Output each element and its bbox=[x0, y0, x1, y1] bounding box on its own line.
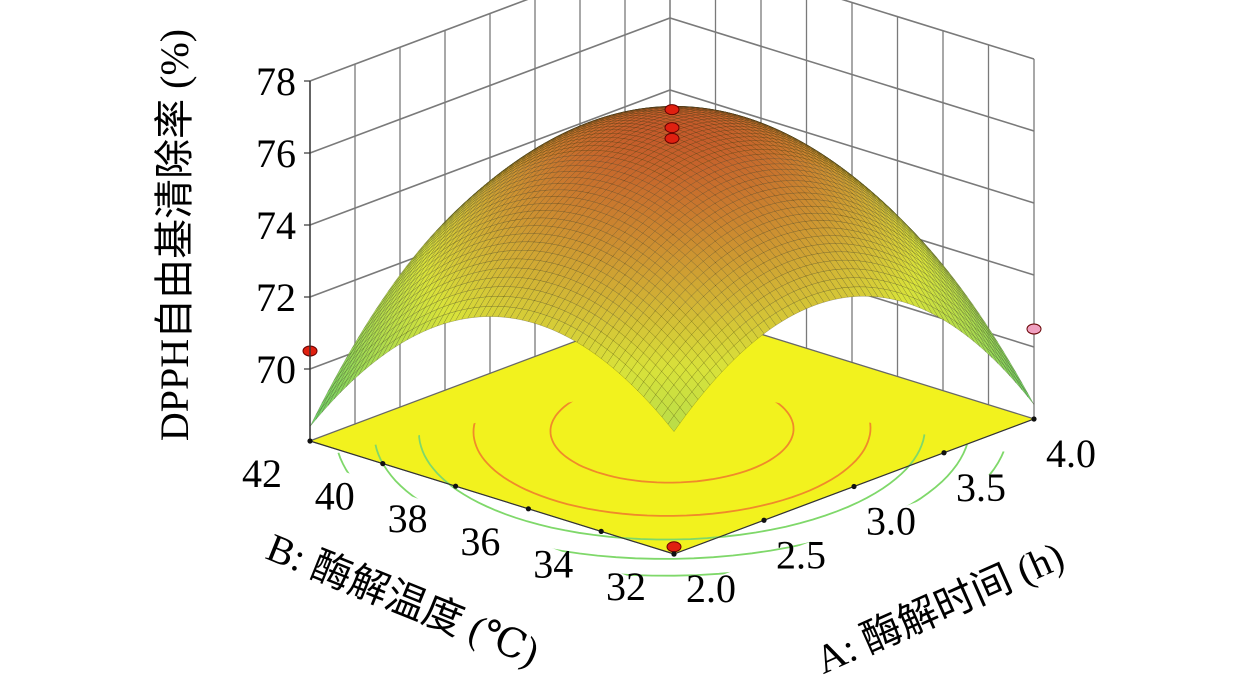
x-tick-mark bbox=[761, 517, 767, 523]
response-surface bbox=[309, 106, 1035, 432]
x-tick-mark bbox=[941, 450, 947, 456]
x-tick-mark bbox=[851, 483, 857, 490]
z-tick-label: 76 bbox=[256, 131, 296, 176]
wall-gridline bbox=[309, 0, 1035, 82]
y-tick-label: 40 bbox=[315, 474, 355, 519]
y-tick-mark bbox=[525, 506, 532, 512]
z-tick-label: 72 bbox=[256, 275, 296, 320]
contour-line bbox=[418, 380, 926, 541]
y-tick-mark bbox=[598, 528, 604, 535]
x-tick-mark bbox=[1031, 416, 1037, 422]
design-point bbox=[664, 104, 680, 116]
y-tick-mark bbox=[453, 483, 459, 489]
axes: 2.0 2.5 3.0 3.5 4.0 32 34 36 38 40 42 70 72 74 76 78 bbox=[242, 59, 1096, 611]
y-tick-label: 38 bbox=[388, 496, 428, 541]
z-axis-label: DPPH自由基清除率 (%) bbox=[152, 29, 197, 441]
y-axis-line bbox=[309, 440, 675, 555]
z-tick-label: 74 bbox=[256, 203, 296, 248]
x-axis-label: A: 酶解时间 (h) bbox=[809, 533, 1071, 683]
design-point bbox=[664, 122, 680, 134]
x-tick-label: 3.0 bbox=[866, 499, 916, 544]
contour-line bbox=[472, 380, 872, 517]
x-tick-label: 3.5 bbox=[956, 465, 1006, 510]
y-tick-label: 36 bbox=[460, 519, 500, 564]
y-tick-mark bbox=[671, 551, 677, 557]
x-tick-label: 2.0 bbox=[686, 566, 736, 611]
y-tick-mark bbox=[380, 461, 386, 467]
z-tick-label: 70 bbox=[256, 347, 296, 392]
design-point bbox=[1026, 323, 1042, 335]
y-tick-label: 42 bbox=[242, 451, 282, 496]
y-axis-label: B: 酶解温度 (℃) bbox=[261, 524, 546, 674]
y-tick-label: 34 bbox=[533, 541, 573, 586]
design-point bbox=[664, 132, 680, 144]
x-tick-label: 4.0 bbox=[1046, 431, 1096, 476]
y-tick-label: 32 bbox=[606, 564, 646, 609]
design-point bbox=[666, 541, 682, 553]
z-tick-label: 78 bbox=[256, 59, 296, 104]
y-tick-mark bbox=[307, 438, 313, 444]
x-tick-label: 2.5 bbox=[776, 532, 826, 577]
